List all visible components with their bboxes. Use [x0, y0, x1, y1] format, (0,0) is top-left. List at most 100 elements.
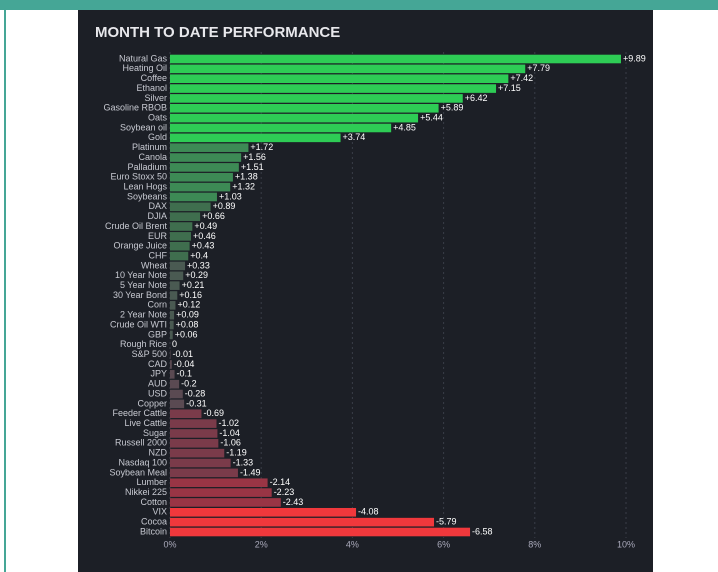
category-label: Lean Hogs [123, 181, 167, 191]
value-label: -0.2 [181, 379, 197, 389]
value-label: +0.66 [202, 211, 225, 221]
category-label: DJIA [147, 211, 167, 221]
value-label: +6.42 [465, 93, 488, 103]
category-label: Nasdaq 100 [118, 457, 167, 467]
value-label: +3.74 [343, 132, 366, 142]
bar [170, 468, 238, 478]
bar [170, 261, 186, 271]
category-label: NZD [149, 448, 168, 458]
bar [170, 301, 176, 310]
bar [170, 488, 272, 497]
left-border [4, 0, 6, 572]
value-label: -1.19 [226, 448, 247, 458]
value-label: -0.01 [172, 349, 193, 359]
category-label: Oats [148, 113, 168, 123]
bar [170, 409, 202, 419]
category-label: Lumber [136, 477, 167, 487]
bar [170, 360, 172, 369]
category-label: 2 Year Note [120, 310, 167, 320]
value-label: -2.14 [270, 477, 291, 487]
bar [170, 74, 509, 84]
bar [170, 498, 281, 507]
value-label: +7.15 [498, 83, 521, 93]
category-label: Rough Rice [120, 339, 167, 349]
bar [170, 172, 233, 182]
value-label: -1.49 [240, 467, 261, 477]
category-label: Ethanol [136, 83, 167, 93]
value-label: +1.38 [235, 172, 258, 182]
category-label: Soybean oil [120, 122, 167, 132]
category-label: Bitcoin [140, 526, 167, 536]
category-label: GBP [148, 329, 167, 339]
bar [170, 192, 217, 202]
bar [170, 251, 189, 261]
bar [170, 517, 435, 527]
category-label: Silver [144, 93, 167, 103]
x-tick-label: 0% [163, 539, 176, 549]
category-label: Heating Oil [122, 63, 167, 73]
category-label: Natural Gas [119, 53, 168, 63]
category-label: Copper [137, 398, 167, 408]
bar [170, 310, 175, 320]
category-label: 5 Year Note [120, 280, 167, 290]
top-bar [0, 0, 718, 10]
bar [170, 330, 173, 340]
value-label: -0.04 [174, 359, 195, 369]
bar [170, 163, 239, 172]
category-label: Cocoa [141, 517, 167, 527]
bar [170, 379, 180, 389]
value-label: -0.28 [185, 388, 206, 398]
bar [170, 241, 190, 251]
category-label: Orange Juice [113, 241, 167, 251]
x-tick-label: 8% [528, 539, 541, 549]
category-label: Palladium [127, 162, 167, 172]
category-label: Coffee [141, 73, 167, 83]
value-label: +0.43 [192, 241, 215, 251]
bar [170, 212, 201, 221]
bar [170, 232, 191, 241]
category-label: Live Cattle [124, 418, 167, 428]
category-label: Cotton [140, 497, 167, 507]
chart-title: MONTH TO DATE PERFORMANCE [95, 24, 340, 41]
category-label: CAD [148, 359, 168, 369]
category-label: 10 Year Note [115, 270, 167, 280]
value-label: +9.89 [623, 53, 646, 63]
category-label: DAX [148, 201, 167, 211]
category-label: Corn [147, 300, 167, 310]
category-label: Gasoline RBOB [103, 103, 167, 113]
category-label: Platinum [132, 142, 167, 152]
value-label: +0.09 [176, 310, 199, 320]
value-label: -0.31 [186, 398, 207, 408]
category-label: Wheat [141, 260, 168, 270]
value-label: +0.06 [175, 329, 198, 339]
bar [170, 478, 268, 488]
bar [170, 153, 242, 162]
value-label: -5.79 [436, 517, 457, 527]
plot: 0% 2% 4% 6% 8% 10% Natural Gas +9.89 Heating Oil… [103, 52, 646, 549]
x-tick-label: 4% [346, 539, 359, 549]
bar [170, 527, 471, 537]
category-label: 30 Year Bond [113, 290, 167, 300]
value-label: +0.21 [182, 280, 205, 290]
bar [170, 271, 184, 281]
value-label: 0 [172, 339, 177, 349]
category-label: VIX [152, 507, 167, 517]
category-label: Euro Stoxx 50 [110, 172, 167, 182]
x-tick-label: 2% [255, 539, 268, 549]
value-label: +4.85 [393, 122, 416, 132]
value-label: -1.06 [220, 438, 241, 448]
bar [170, 429, 218, 438]
category-label: Sugar [143, 428, 167, 438]
value-label: -0.69 [203, 408, 224, 418]
value-label: -0.1 [177, 369, 193, 379]
value-label: +0.16 [179, 290, 202, 300]
value-label: -6.58 [472, 526, 493, 536]
category-label: Soybean Meal [109, 467, 167, 477]
value-label: +5.44 [420, 113, 443, 123]
category-label: S&P 500 [132, 349, 167, 359]
category-label: Crude Oil Brent [105, 221, 168, 231]
bar [170, 291, 178, 300]
value-label: +1.03 [219, 191, 242, 201]
category-label: Russell 2000 [115, 438, 167, 448]
